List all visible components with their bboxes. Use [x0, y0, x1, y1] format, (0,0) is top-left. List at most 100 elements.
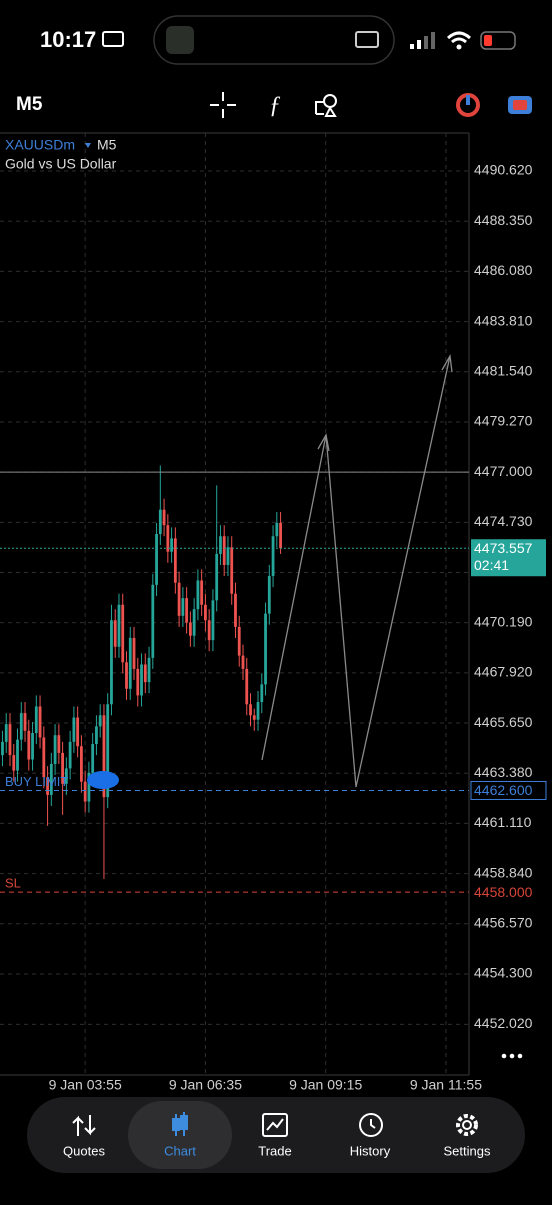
- wifi: [446, 31, 472, 44]
- nav-label[interactable]: Settings: [444, 1143, 491, 1158]
- candle-body: [91, 744, 95, 773]
- candle-body: [147, 657, 151, 683]
- candle-body: [83, 781, 87, 802]
- oneclick-icon-part: [513, 100, 527, 110]
- indicators-icon[interactable]: ƒ: [269, 93, 281, 119]
- candle-body: [245, 668, 249, 705]
- candle-body: [102, 715, 106, 798]
- candle-body: [256, 702, 260, 720]
- price-tag: [471, 539, 546, 577]
- overlay: 4490.620 4488.350 4486.080 4483.810 4481.540…: [5, 162, 547, 1093]
- nav-active: [128, 1101, 232, 1169]
- candle-body: [204, 604, 207, 621]
- candle-body: [252, 715, 256, 720]
- candle-body: [211, 600, 215, 641]
- candle-body: [8, 724, 12, 756]
- nav-label[interactable]: Trade: [258, 1143, 291, 1158]
- candle-body: [113, 620, 117, 647]
- price-line-name: BUY LIMIT: [5, 774, 68, 789]
- candle-body: [110, 620, 113, 705]
- quotes-icon[interactable]: [72, 1115, 96, 1136]
- candle-body: [267, 576, 271, 614]
- y-tick-label: 4458.840: [474, 864, 533, 880]
- candle-body: [162, 509, 166, 526]
- nav-label[interactable]: Quotes: [63, 1143, 105, 1158]
- y-tick-label: 4463.380: [474, 764, 533, 780]
- candle-body: [95, 726, 98, 745]
- price-tag: [470, 780, 547, 800]
- y-tick-label: 4474.730: [474, 513, 533, 529]
- candle-body: [49, 763, 53, 795]
- drawn-arrowheads: [317, 353, 453, 452]
- candle-body: [166, 525, 170, 552]
- y-tick-label: 4467.920: [474, 664, 533, 680]
- candle-body: [19, 713, 23, 740]
- candle-body: [34, 706, 38, 733]
- timeframe-button[interactable]: M5: [16, 94, 43, 115]
- nav-label[interactable]: History: [350, 1143, 391, 1158]
- candle-body: [27, 730, 31, 760]
- candle-body: [68, 741, 72, 769]
- candle-body: [53, 735, 57, 764]
- candle-body: [264, 613, 267, 685]
- candle-body: [136, 668, 140, 696]
- candle-body: [234, 593, 237, 627]
- y-tick-label: 4481.540: [474, 362, 533, 378]
- grid: [0, 133, 469, 1075]
- candle-body: [1, 741, 4, 756]
- candle-body: [226, 547, 230, 565]
- y-tick-label: 4456.570: [474, 914, 533, 930]
- x-tick-label: 9 Jan 11:55: [410, 1077, 482, 1093]
- candle-body: [279, 522, 282, 549]
- candle-body: [12, 755, 16, 771]
- candle-body: [260, 684, 264, 703]
- objects-icon[interactable]: [315, 94, 337, 117]
- candle-body: [219, 536, 222, 554]
- candle-body: [155, 534, 158, 585]
- candle-body: [196, 580, 200, 610]
- candle-body: [42, 737, 46, 778]
- settings-icon[interactable]: [456, 1114, 478, 1136]
- screen-icon: [102, 31, 124, 47]
- candle-body: [72, 717, 76, 742]
- x-tick-label: 9 Jan 09:15: [289, 1077, 362, 1093]
- candle-body: [230, 547, 234, 594]
- price-tag-value: 4458.000: [474, 884, 533, 900]
- candle-body: [170, 538, 173, 552]
- candle-body: [132, 637, 136, 669]
- clock: 10:17: [40, 27, 96, 52]
- chart-timeframe: M5: [97, 137, 117, 153]
- candle-body: [188, 622, 192, 636]
- more-button[interactable]: [501, 1053, 523, 1059]
- candle-body: [173, 538, 177, 583]
- symbol-dropdown[interactable]: [85, 143, 91, 148]
- y-tick-label: 4470.190: [474, 613, 533, 629]
- candle-body: [200, 580, 204, 605]
- price-line-name: SL: [5, 876, 21, 891]
- battery-level: [484, 35, 492, 46]
- trade-nav-icon[interactable]: [262, 1113, 288, 1137]
- app-thumb: [166, 26, 194, 54]
- history-icon[interactable]: [359, 1113, 383, 1137]
- nav-label[interactable]: Chart: [164, 1143, 196, 1158]
- candle-body: [64, 768, 68, 784]
- candle-body: [177, 582, 181, 616]
- dynamic-island: [153, 15, 395, 65]
- chart-icon[interactable]: [172, 1112, 188, 1136]
- candle-body: [117, 604, 121, 647]
- candle-body: [143, 664, 147, 683]
- price-tag-value: 4473.557: [474, 540, 533, 556]
- crosshair-icon[interactable]: [210, 92, 236, 118]
- candle-body: [87, 772, 91, 802]
- candle-body: [31, 732, 34, 760]
- candle-body: [158, 509, 162, 535]
- candle-body: [98, 715, 102, 727]
- symbol[interactable]: XAUUSDm: [5, 137, 75, 153]
- drawn-zigzag: [261, 355, 451, 788]
- candle-body: [125, 662, 128, 689]
- scribble: [87, 771, 119, 789]
- y-tick-label: 4488.350: [474, 212, 533, 228]
- y-tick-label: 4483.810: [474, 312, 533, 328]
- price-tag-timer: 02:41: [474, 557, 509, 573]
